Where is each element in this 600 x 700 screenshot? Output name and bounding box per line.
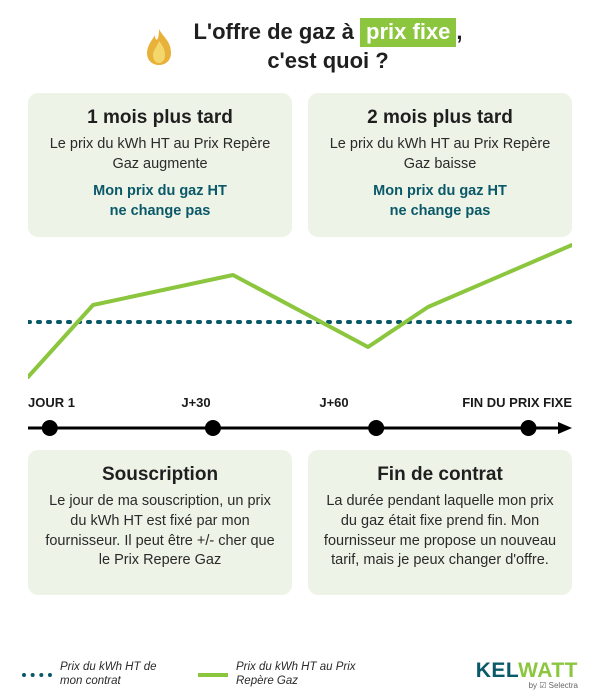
brand-kel: KEL <box>476 659 518 682</box>
tl-label-3: FIN DU PRIX FIXE <box>442 395 572 410</box>
price-chart <box>28 237 572 397</box>
legend-solid: Prix du kWh HT au Prix Repère Gaz <box>198 661 356 689</box>
timeline-axis <box>28 416 572 440</box>
card-title: Souscription <box>42 464 278 486</box>
card-emph-2: ne change pas <box>322 202 558 222</box>
title-post: , <box>456 19 462 44</box>
legend-swatch-solid <box>198 673 228 677</box>
bottom-cards: Souscription Le jour de ma souscription,… <box>0 440 600 594</box>
brand-logo: KELWATT by ☑ Selectra <box>476 659 578 690</box>
card-text: Le prix du kWh HT au Prix Repère Gaz bai… <box>322 135 558 174</box>
card-title: Fin de contrat <box>322 464 558 486</box>
card-2-months: 2 mois plus tard Le prix du kWh HT au Pr… <box>308 93 572 237</box>
card-fin-contrat: Fin de contrat La durée pendant laquelle… <box>308 450 572 594</box>
card-title: 1 mois plus tard <box>42 107 278 129</box>
top-cards: 1 mois plus tard Le prix du kWh HT au Pr… <box>0 83 600 237</box>
legend-dotted: Prix du kWh HT de mon contrat <box>22 661 180 689</box>
card-emph-1: Mon prix du gaz HT <box>42 182 278 202</box>
card-emph-2: ne change pas <box>42 202 278 222</box>
chart-zone <box>28 237 572 397</box>
timeline-labels: JOUR 1 J+30 J+60 FIN DU PRIX FIXE <box>0 395 600 410</box>
legend: Prix du kWh HT de mon contrat Prix du kW… <box>0 659 600 690</box>
card-text: Le jour de ma souscription, un prix du k… <box>42 492 278 570</box>
title-line2: c'est quoi ? <box>193 47 462 76</box>
title-highlight: prix fixe <box>360 18 456 47</box>
tl-label-0: JOUR 1 <box>28 395 88 410</box>
legend-label-dotted: Prix du kWh HT de mon contrat <box>60 661 180 689</box>
legend-label-solid: Prix du kWh HT au Prix Repère Gaz <box>236 661 356 689</box>
flame-icon <box>137 25 181 69</box>
card-text: Le prix du kWh HT au Prix Repère Gaz aug… <box>42 135 278 174</box>
card-text: La durée pendant laquelle mon prix du ga… <box>322 492 558 570</box>
tl-label-2: J+60 <box>304 395 364 410</box>
card-title: 2 mois plus tard <box>322 107 558 129</box>
card-souscription: Souscription Le jour de ma souscription,… <box>28 450 292 594</box>
brand-watt: WATT <box>518 659 578 682</box>
legend-swatch-dotted <box>22 673 52 677</box>
header: L'offre de gaz à prix fixe, c'est quoi ? <box>0 0 600 83</box>
card-emph-1: Mon prix du gaz HT <box>322 182 558 202</box>
title-pre: L'offre de gaz à <box>193 19 360 44</box>
tl-label-1: J+30 <box>166 395 226 410</box>
title: L'offre de gaz à prix fixe, c'est quoi ? <box>193 18 462 75</box>
axis-svg <box>28 416 572 440</box>
card-1-month: 1 mois plus tard Le prix du kWh HT au Pr… <box>28 93 292 237</box>
